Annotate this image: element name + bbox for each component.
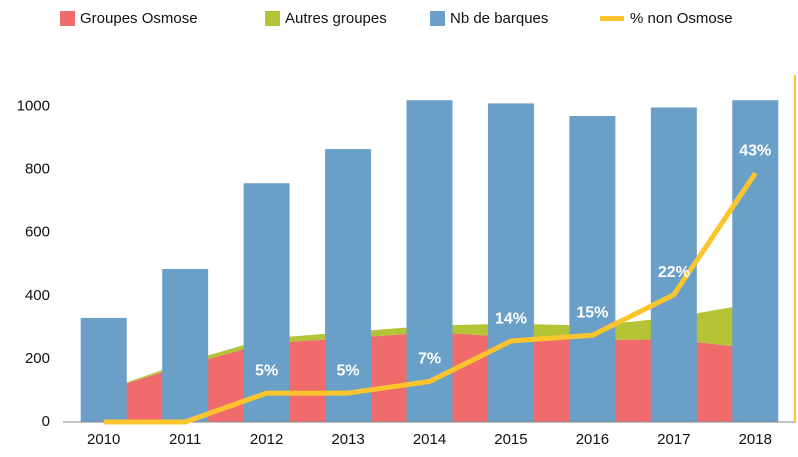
data-label: 22% xyxy=(658,264,690,281)
x-tick-label: 2010 xyxy=(87,431,120,448)
y-tick-label: 0 xyxy=(42,413,50,430)
y-tick-label: 600 xyxy=(25,224,50,241)
bar xyxy=(732,100,779,423)
y-tick-label: 1000 xyxy=(17,98,50,115)
data-label: 7% xyxy=(418,351,441,368)
bar xyxy=(325,149,372,422)
x-tick-label: 2018 xyxy=(739,431,772,448)
bar xyxy=(80,317,127,422)
x-tick-label: 2016 xyxy=(576,431,609,448)
x-tick-label: 2017 xyxy=(657,431,690,448)
legend-swatch xyxy=(600,16,624,21)
x-tick-label: 2014 xyxy=(413,431,446,448)
y-tick-label: 200 xyxy=(25,350,50,367)
legend-label: % non Osmose xyxy=(630,10,733,27)
legend-swatch xyxy=(60,11,75,26)
legend-swatch xyxy=(430,11,445,26)
legend-label: Autres groupes xyxy=(285,10,387,27)
legend-swatch xyxy=(265,11,280,26)
bar xyxy=(487,103,534,423)
data-label: 15% xyxy=(576,304,608,321)
data-label: 43% xyxy=(739,143,771,160)
line xyxy=(103,171,758,425)
bar xyxy=(406,100,453,423)
data-label: 5% xyxy=(255,362,278,379)
data-label: 14% xyxy=(495,310,527,327)
y-tick-label: 400 xyxy=(25,287,50,304)
y-tick-label: 800 xyxy=(25,161,50,178)
data-label: 5% xyxy=(336,362,359,379)
x-tick-label: 2013 xyxy=(331,431,364,448)
x-tick-label: 2011 xyxy=(169,431,201,448)
bar xyxy=(569,116,616,422)
x-tick-label: 2012 xyxy=(250,431,283,448)
bar xyxy=(650,107,697,422)
legend-label: Groupes Osmose xyxy=(80,10,198,27)
bar xyxy=(243,183,290,422)
legend-label: Nb de barques xyxy=(450,10,548,27)
bar xyxy=(162,269,209,422)
x-tick-label: 2015 xyxy=(494,431,527,448)
